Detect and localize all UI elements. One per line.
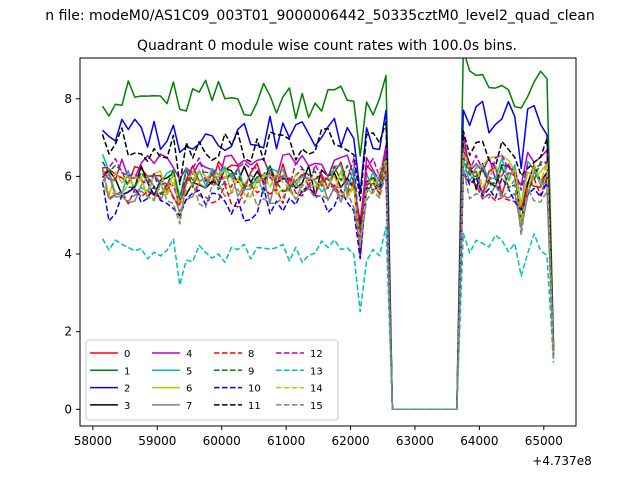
x-tick-label: 63000 (396, 434, 434, 448)
chart-title: Quadrant 0 module wise count rates with … (137, 38, 517, 54)
series-line-13 (101, 226, 555, 411)
series-line-7 (101, 164, 555, 411)
series-line-2 (101, 100, 555, 411)
x-offset-label: +4.737e8 (532, 454, 591, 468)
y-tick-label: 0 (64, 402, 72, 416)
series-line-11 (101, 121, 555, 411)
legend-label-14: 14 (310, 384, 323, 395)
legend-label-6: 6 (186, 384, 192, 395)
plot-frame (79, 57, 577, 427)
legend-label-9: 9 (248, 366, 254, 377)
legend-label-4: 4 (186, 349, 192, 360)
series-line-9 (101, 155, 555, 411)
y-axis: 0 2 4 6 8 (64, 92, 80, 416)
legend-label-10: 10 (248, 384, 261, 395)
series-line-15 (101, 168, 555, 411)
series-line-1 (101, 58, 555, 411)
series-line-14 (101, 152, 555, 411)
x-tick-label: 59000 (138, 434, 176, 448)
legend-box (85, 339, 339, 421)
legend-label-12: 12 (310, 349, 323, 360)
legend-label-0: 0 (124, 349, 130, 360)
x-tick-label: 60000 (203, 434, 241, 448)
legend-label-11: 11 (248, 401, 261, 412)
legend-label-5: 5 (186, 366, 192, 377)
legend-label-8: 8 (248, 349, 254, 360)
x-axis: 58000 59000 60000 61000 62000 63000 64000 65000 (74, 426, 563, 448)
y-tick-label: 8 (64, 92, 72, 106)
legend-label-7: 7 (186, 401, 192, 412)
legend-label-3: 3 (124, 401, 130, 412)
y-tick-label: 4 (64, 247, 72, 261)
series-line-8 (101, 167, 555, 411)
legend-label-13: 13 (310, 366, 323, 377)
y-tick-label: 6 (64, 169, 72, 183)
legend-label-15: 15 (310, 401, 323, 412)
legend-label-1: 1 (124, 366, 130, 377)
x-tick-label: 58000 (74, 434, 112, 448)
x-tick-label: 65000 (525, 434, 563, 448)
x-tick-label: 62000 (331, 434, 369, 448)
figure-suptitle: n file: modeM0/AS1C09_003T01_9000006442_… (45, 8, 594, 24)
y-tick-label: 2 (64, 325, 72, 339)
x-tick-label: 64000 (460, 434, 498, 448)
series-line-10 (101, 169, 555, 411)
x-tick-label: 61000 (267, 434, 305, 448)
legend-label-2: 2 (124, 384, 130, 395)
series-layer (101, 58, 555, 411)
